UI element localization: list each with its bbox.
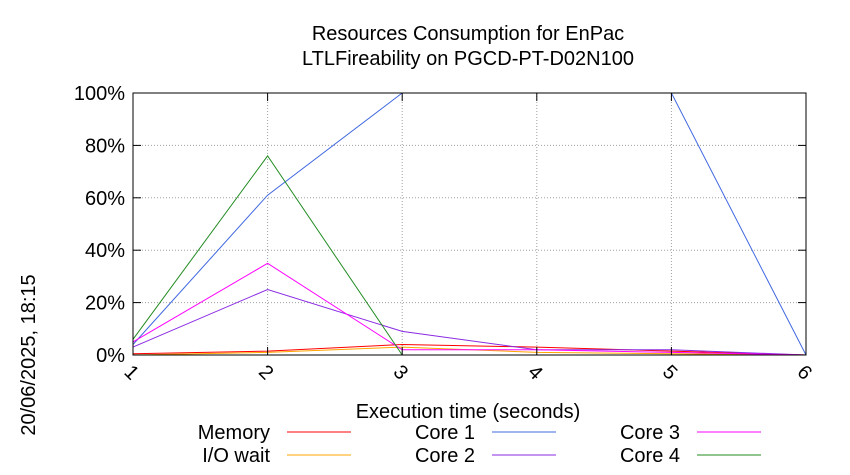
legend-label-core-1: Core 1 [415,422,475,444]
x-tick-label: 4 [523,361,546,384]
legend-label-core-3: Core 3 [620,422,680,444]
series-lines [132,92,807,356]
y-tick-label: 0% [96,345,125,367]
x-axis-label: Execution time (seconds) [356,401,581,423]
x-tick-label: 5 [658,361,681,384]
y-axis-ticks: 0% 20% 40% 60% 80% 100% [74,83,806,367]
series-line-memory [132,343,807,356]
chart-subtitle: LTLFireability on PGCD-PT-D02N100 [302,48,634,70]
series-line-core-1 [132,92,807,356]
series-line-core-4 [132,155,806,356]
legend-label-core-4: Core 4 [620,445,680,467]
y-tick-label: 40% [85,240,125,262]
timestamp-label: 20/06/2025, 18:15 [18,274,40,435]
legend-label-i-o-wait: I/O wait [202,445,270,467]
y-tick-label: 80% [85,135,125,157]
x-tick-label: 6 [793,361,816,384]
y-tick-label: 60% [85,188,125,210]
x-tick-label: 3 [389,361,412,384]
grid [133,93,806,355]
y-tick-label: 100% [74,83,125,105]
series-line-core-2 [132,288,807,356]
series-line-core-3 [132,262,807,356]
y-tick-label: 20% [85,293,125,315]
legend-label-memory: Memory [198,422,270,444]
x-tick-label: 2 [254,361,277,384]
legend-label-core-2: Core 2 [415,445,475,467]
chart-title: Resources Consumption for EnPac [312,23,624,45]
plot-frame [132,92,807,356]
